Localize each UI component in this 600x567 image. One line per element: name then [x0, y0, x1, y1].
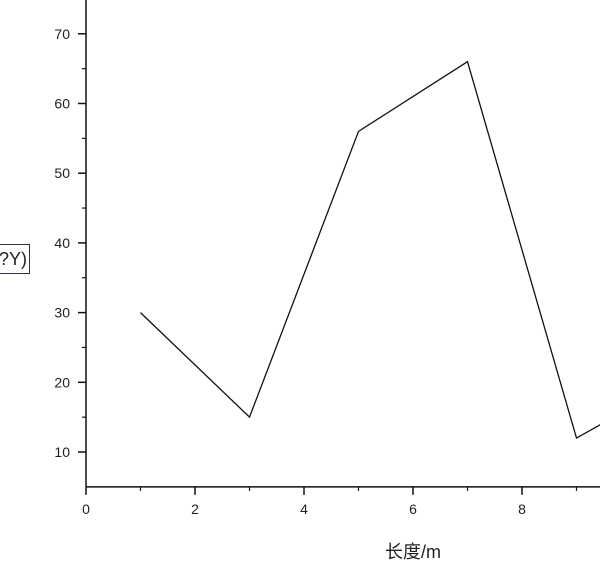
y-tick-label: 20 — [54, 374, 70, 390]
y-tick-label: 70 — [54, 26, 70, 42]
x-tick-label: 2 — [191, 501, 199, 517]
y-tick-label: 50 — [54, 165, 70, 181]
x-tick-label: 6 — [409, 501, 417, 517]
x-axis-title: 长度/m — [385, 542, 441, 562]
x-tick-label: 0 — [82, 501, 90, 517]
x-tick-label: 8 — [518, 501, 526, 517]
y-tick-label: 10 — [54, 444, 70, 460]
series-line — [140, 60, 600, 440]
x-tick-label: 4 — [300, 501, 308, 517]
y-tick-label: 40 — [54, 235, 70, 251]
y-tick-label: 30 — [54, 305, 70, 321]
y-axis-title: ?Y) — [0, 244, 31, 274]
y-tick-label: 60 — [54, 96, 70, 112]
